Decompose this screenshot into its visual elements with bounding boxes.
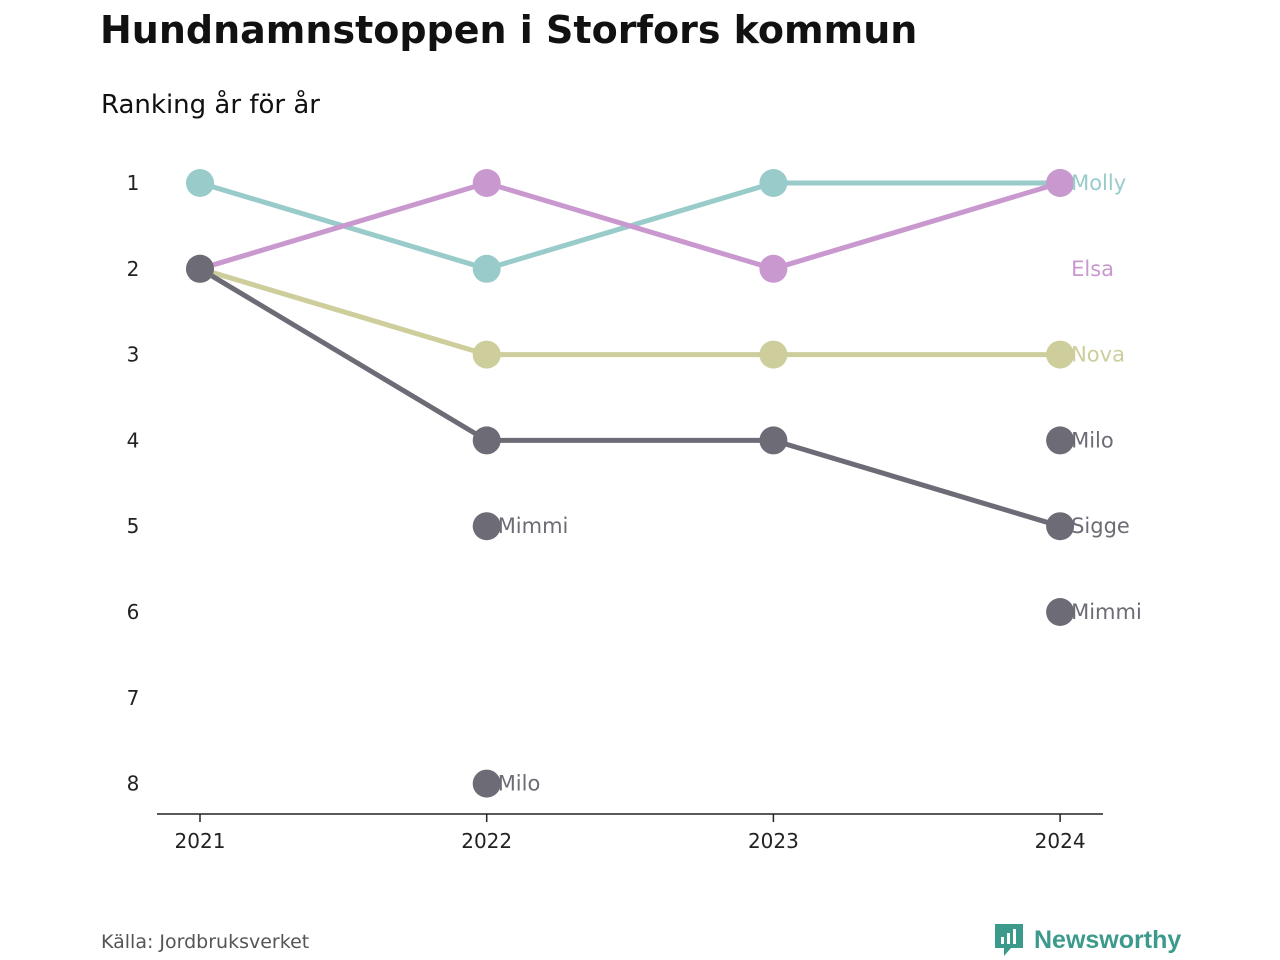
y-tick-label: 2 <box>127 257 140 281</box>
chart-subtitle: Ranking år för år <box>101 90 320 120</box>
brand-logo: Newsworthy <box>993 922 1181 958</box>
series-line-nova <box>197 266 1063 358</box>
point-sigge <box>472 426 501 455</box>
x-axis: 2021 2022 2023 2024 <box>175 814 1086 853</box>
point-label-milo: Milo <box>1071 428 1114 452</box>
point-elsa <box>472 169 501 197</box>
y-tick-label: 8 <box>127 772 140 796</box>
newsworthy-logo-icon <box>995 924 1023 956</box>
point-molly <box>186 169 214 197</box>
x-tick-label: 2023 <box>748 829 799 853</box>
y-axis: 1 2 3 4 5 6 7 8 <box>127 171 140 796</box>
point-molly <box>759 169 788 197</box>
point-milo <box>1046 426 1075 455</box>
point-nova <box>759 340 788 369</box>
point-mimmi <box>1046 598 1075 626</box>
x-tick-label: 2022 <box>461 829 512 853</box>
end-label-nova: Nova <box>1071 343 1125 367</box>
brand-name: Newsworthy <box>1034 925 1182 954</box>
y-tick-label: 3 <box>127 343 140 367</box>
point-milo <box>472 769 501 798</box>
point-nova <box>1046 340 1075 369</box>
point-sigge <box>186 254 214 283</box>
y-tick-label: 6 <box>127 600 140 624</box>
point-mimmi <box>472 512 501 541</box>
point-label-milo: Milo <box>498 772 541 796</box>
point-sigge <box>759 426 788 455</box>
point-elsa <box>759 254 788 283</box>
point-label-mimmi: Mimmi <box>498 514 569 538</box>
point-label-mimmi: Mimmi <box>1071 600 1142 624</box>
source-note: Källa: Jordbruksverket <box>101 931 310 953</box>
end-label-elsa: Elsa <box>1071 257 1114 281</box>
data-points <box>186 169 1075 798</box>
point-labels: Mimmi Milo Milo Mimmi Molly Elsa Nova Sigge <box>498 171 1142 796</box>
point-nova <box>472 340 501 369</box>
y-tick-label: 5 <box>127 514 140 538</box>
x-tick-label: 2024 <box>1035 829 1086 853</box>
point-sigge <box>1046 512 1075 541</box>
end-label-molly: Molly <box>1071 171 1126 195</box>
point-elsa <box>1046 169 1075 197</box>
y-tick-label: 1 <box>127 171 140 195</box>
series-lines <box>197 180 1063 529</box>
point-molly <box>472 254 501 283</box>
chart-title: Hundnamnstoppen i Storfors kommun <box>100 8 918 52</box>
y-tick-label: 7 <box>127 686 140 710</box>
series-line-elsa <box>197 180 1063 272</box>
x-tick-label: 2021 <box>175 829 226 853</box>
y-tick-label: 4 <box>127 428 140 452</box>
end-label-sigge: Sigge <box>1071 514 1130 538</box>
series-line-sigge <box>197 266 1063 529</box>
